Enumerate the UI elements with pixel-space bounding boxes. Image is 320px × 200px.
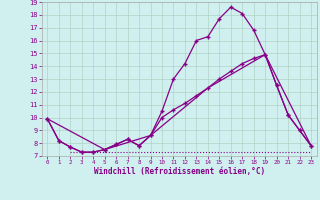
X-axis label: Windchill (Refroidissement éolien,°C): Windchill (Refroidissement éolien,°C) [94, 167, 265, 176]
